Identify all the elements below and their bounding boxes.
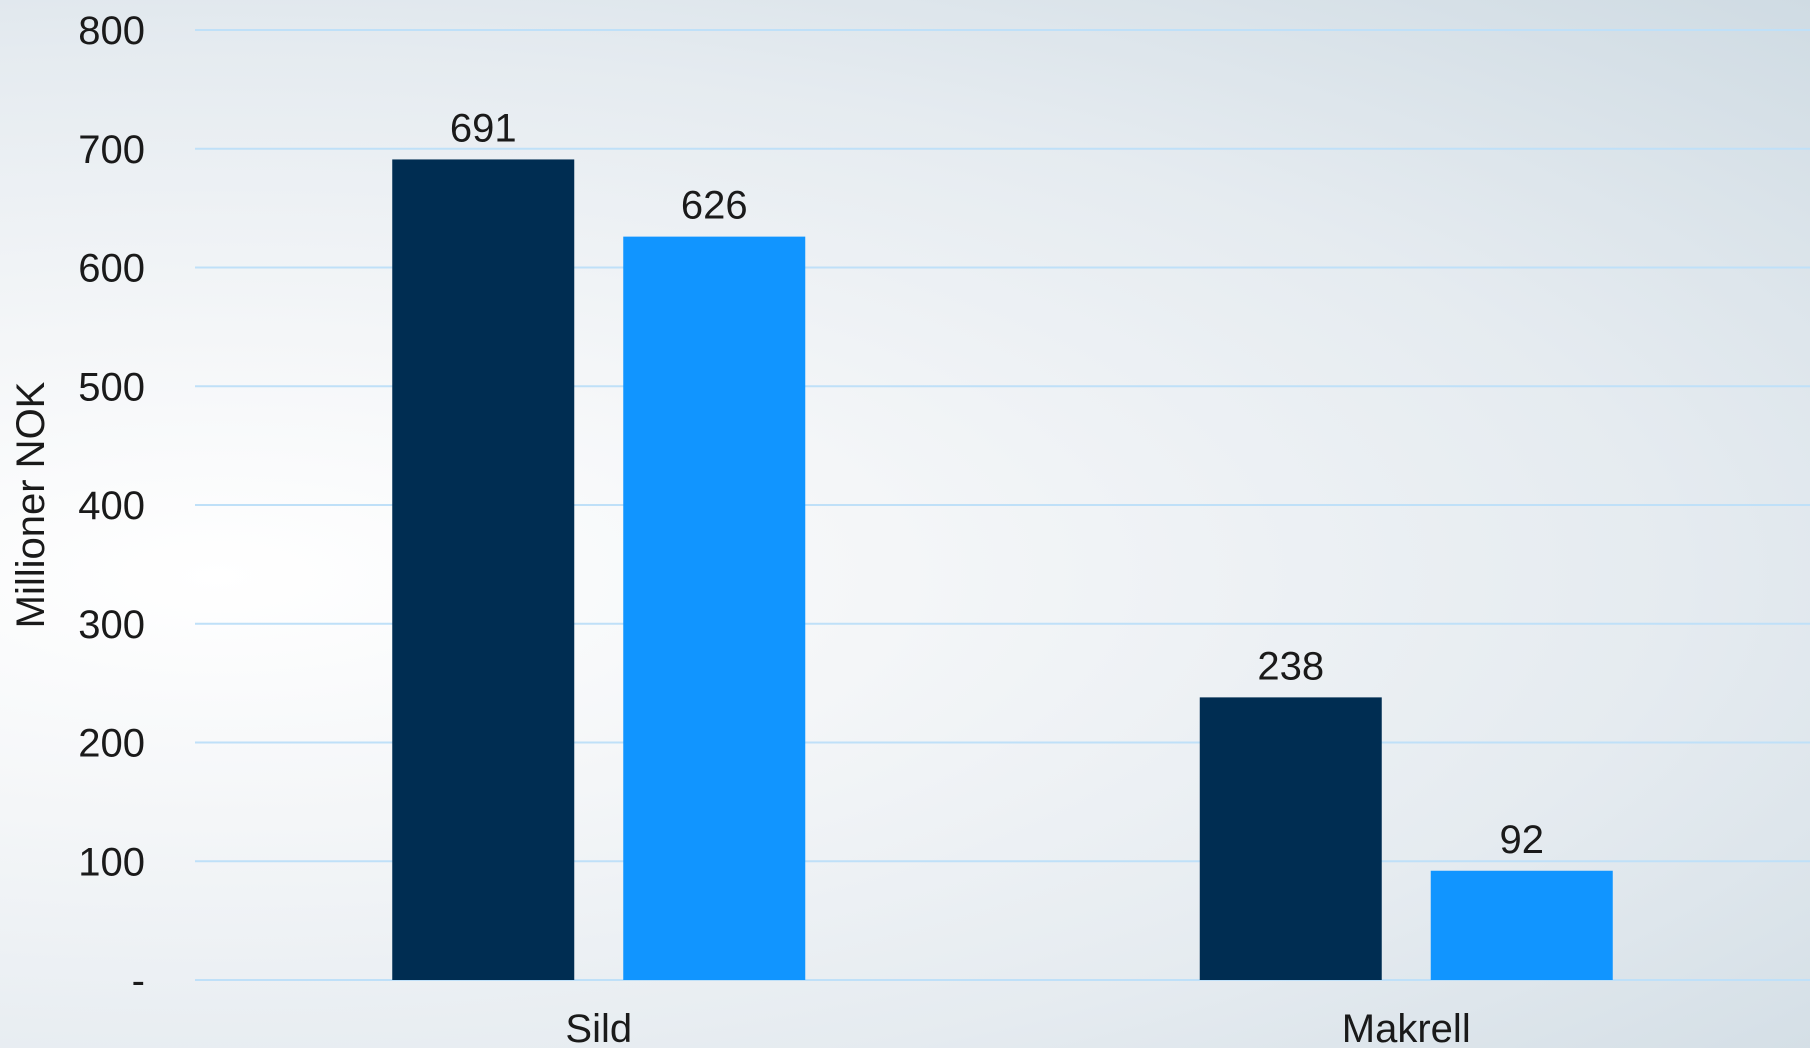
bar-sild-1 [392,159,575,980]
data-label: 691 [450,106,517,150]
y-tick-label: - [132,959,145,1003]
bar-sild-2 [623,236,806,980]
y-tick-label: 800 [78,9,145,53]
x-category-label-makrell: Makrell [1342,1007,1471,1048]
bar-makrell-1 [1199,697,1382,980]
data-label: 92 [1500,818,1545,862]
y-tick-label: 600 [78,247,145,291]
y-tick-label: 500 [78,365,145,409]
data-labels: 691 626 238 92 [450,106,1544,861]
y-tick-label: 200 [78,722,145,766]
x-category-label-sild: Sild [565,1007,632,1048]
y-tick-label: 100 [78,840,145,884]
x-axis-category-labels: Sild Makrell [565,1007,1470,1048]
y-tick-label: 400 [78,484,145,528]
y-axis-tick-labels: - 100 200 300 400 500 600 700 800 [78,9,145,1003]
y-tick-label: 300 [78,603,145,647]
bars [392,159,1613,980]
y-tick-label: 700 [78,128,145,172]
y-axis-title: Millioner NOK [9,381,53,628]
data-label: 626 [681,184,748,228]
bar-makrell-2 [1430,870,1613,980]
data-label: 238 [1257,644,1324,688]
